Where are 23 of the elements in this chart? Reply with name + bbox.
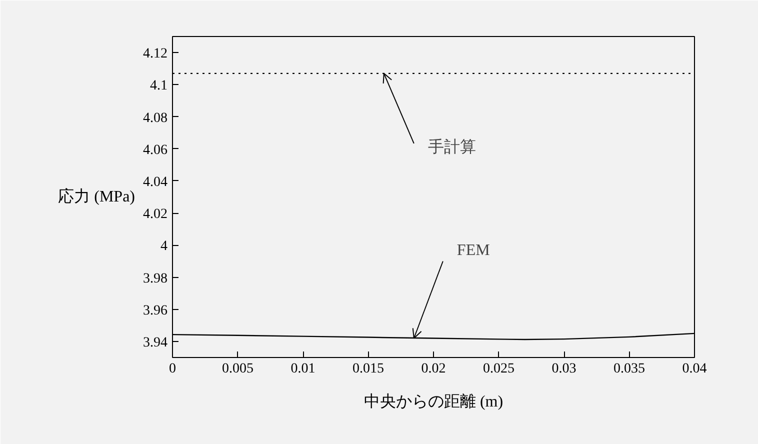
y-tick-label: 3.96 [143, 303, 168, 318]
y-tick-label: 4.02 [143, 207, 168, 222]
x-tick-label: 0.02 [421, 362, 446, 376]
x-tick-label: 0.03 [552, 362, 576, 376]
x-tick-label: 0.01 [290, 362, 316, 376]
y-tick-label: 3.94 [143, 335, 168, 350]
y-tick-label: 4.12 [143, 46, 168, 62]
annotation: 手計算 [428, 138, 476, 156]
y-tick-label: 4.1 [150, 78, 168, 94]
y-tick-label: 3.98 [143, 271, 168, 286]
y-axis-title: 応力 (MPa) [58, 188, 136, 206]
x-tick-label: 0.04 [682, 362, 707, 376]
y-tick-label: 4.04 [143, 174, 168, 190]
x-tick-label: 0.025 [483, 362, 514, 376]
x-tick-label: 0.015 [352, 362, 384, 376]
y-tick-label: 4.08 [143, 110, 168, 126]
x-tick-label: 0.035 [614, 362, 645, 376]
annotation: FEM [456, 242, 490, 260]
y-tick-label: 4.06 [143, 142, 168, 158]
x-tick-label: 0 [169, 362, 176, 376]
x-tick-label: 0.005 [222, 362, 254, 376]
y-tick-label: 4 [160, 239, 168, 254]
x-axis-title: 中央からの距離 (m) [364, 392, 504, 410]
